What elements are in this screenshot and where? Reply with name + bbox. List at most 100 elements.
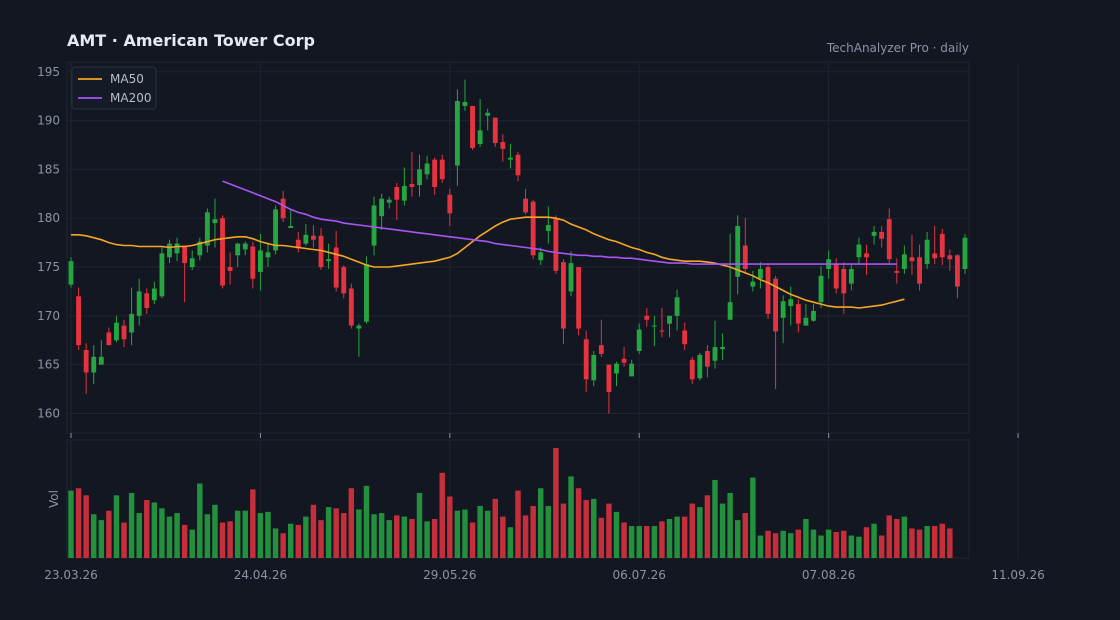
volume-bar — [234, 510, 241, 558]
volume-bar — [386, 520, 392, 558]
volume-bar — [545, 505, 552, 558]
volume-bar — [515, 490, 521, 558]
data-source-label: TechAnalyzer Pro · daily — [826, 41, 969, 55]
volume-bar — [257, 513, 264, 558]
x-tick-label: 11.09.26 — [991, 568, 1044, 582]
candle-body — [417, 169, 422, 186]
volume-bar — [295, 524, 302, 558]
candle-body — [106, 332, 112, 346]
volume-bar — [704, 495, 711, 558]
candle-body — [91, 356, 97, 373]
volume-bar — [272, 528, 279, 558]
candle-body — [447, 194, 453, 214]
candle-body — [886, 219, 892, 260]
y-tick-label: 175 — [37, 260, 60, 274]
volume-bar — [780, 530, 786, 558]
candle-body — [144, 293, 150, 309]
candle-body — [379, 198, 385, 217]
candle-body — [83, 350, 89, 373]
candle-body — [697, 354, 703, 379]
candle-body — [364, 264, 369, 322]
candle-body — [227, 267, 233, 271]
candle-body — [924, 239, 930, 265]
volume-bar — [606, 503, 612, 558]
volume-bar — [666, 518, 673, 558]
volume-bar — [416, 492, 423, 558]
volume-bar — [939, 523, 945, 558]
volume-bar — [788, 533, 794, 558]
volume-bar — [947, 528, 953, 558]
candle-body — [735, 226, 741, 277]
volume-bar — [371, 514, 377, 558]
chart-title: AMT · American Tower Corp — [67, 31, 315, 50]
candle-body — [386, 199, 392, 203]
candle-body — [68, 261, 74, 285]
volume-bar — [765, 530, 771, 558]
candle-body — [409, 184, 415, 187]
candle-body — [917, 257, 922, 284]
volume-bar — [219, 522, 226, 558]
volume-bar — [500, 516, 506, 558]
volume-bar — [871, 523, 877, 558]
candle-body — [720, 347, 725, 350]
volume-bar — [507, 527, 514, 558]
candle-body — [674, 297, 680, 316]
volume-bar — [431, 518, 438, 558]
candle-body — [932, 253, 938, 259]
candle-body — [303, 234, 309, 244]
volume-bar — [522, 515, 529, 558]
volume-bar — [568, 476, 574, 558]
volume-bar — [818, 535, 824, 558]
candle-body — [864, 253, 869, 258]
volume-bar — [689, 503, 695, 558]
candle-body — [98, 356, 104, 365]
candle-body — [614, 363, 619, 374]
candle-body — [583, 339, 589, 380]
volume-bar — [454, 510, 461, 558]
volume-bar — [189, 529, 195, 558]
candle-body — [462, 102, 468, 106]
volume-bar — [931, 526, 938, 558]
candle-body — [667, 315, 672, 324]
candle-body — [114, 322, 119, 341]
candle-body — [795, 304, 801, 324]
volume-bar — [841, 530, 847, 558]
volume-bar — [394, 515, 400, 558]
volume-bar — [803, 518, 809, 558]
volume-bar — [659, 521, 665, 558]
volume-bar — [363, 485, 370, 558]
x-tick-label: 23.03.26 — [44, 568, 97, 582]
volume-bar — [613, 511, 620, 558]
volume-bar — [697, 507, 703, 558]
candle-body — [636, 329, 642, 351]
volume-bar — [174, 513, 180, 558]
volume-bar — [825, 529, 832, 558]
volume-bar — [341, 513, 347, 558]
candle-body — [295, 239, 301, 249]
legend-entry: MA50 — [110, 72, 144, 86]
candle-body — [879, 231, 885, 239]
candle-body — [356, 325, 362, 329]
candle-body — [485, 112, 491, 116]
candle-body — [121, 325, 127, 340]
candle-body — [871, 231, 877, 236]
volume-bar — [401, 516, 408, 558]
volume-bar — [68, 490, 74, 558]
volume-bar — [348, 488, 355, 558]
volume-bar — [121, 522, 127, 558]
volume-bar — [598, 517, 605, 558]
volume-bar — [795, 529, 802, 558]
volume-bar — [886, 515, 892, 558]
volume-bar — [894, 518, 900, 558]
volume-bar — [734, 520, 741, 558]
volume-bar — [250, 489, 256, 558]
volume-bar — [287, 523, 294, 558]
candle-body — [235, 243, 241, 256]
candle-body — [515, 154, 521, 176]
volume-bar — [538, 488, 544, 558]
volume-bar — [325, 507, 332, 558]
volume-bar — [280, 533, 286, 558]
candle-body — [644, 315, 650, 320]
candle-body — [765, 267, 771, 314]
